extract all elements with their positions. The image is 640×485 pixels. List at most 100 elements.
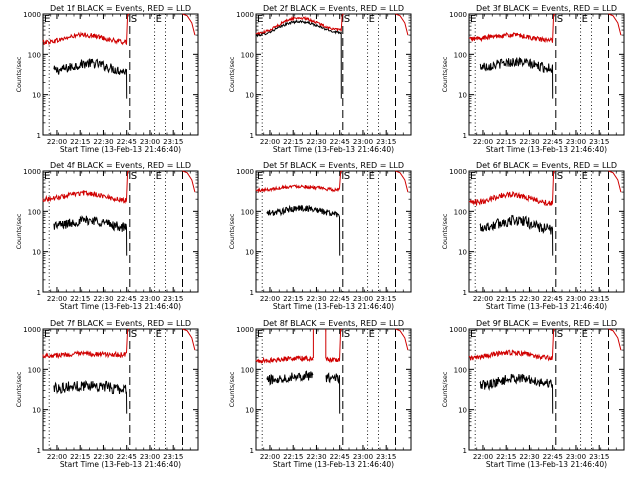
x-tick-label: 22:45 <box>543 453 563 461</box>
x-tick-label: 22:45 <box>117 138 137 146</box>
event-marker-e: E <box>44 14 50 25</box>
x-tick-label: 22:45 <box>117 453 137 461</box>
y-tick-label: 100 <box>454 208 467 216</box>
y-tick-label: 10 <box>458 92 467 100</box>
x-tick-label: 23:15 <box>376 138 396 146</box>
y-tick-label: 1000 <box>236 168 254 176</box>
event-marker-e: E <box>156 329 162 340</box>
x-tick-label: 22:30 <box>93 295 113 303</box>
x-tick-label: 22:00 <box>47 295 67 303</box>
series-line-lld <box>468 328 622 362</box>
event-marker-e: E <box>369 14 375 25</box>
y-axis-label: Counts/sec <box>15 371 23 407</box>
x-tick-label: 23:00 <box>566 453 586 461</box>
x-tick-label: 22:30 <box>306 295 326 303</box>
event-marker-e: E <box>369 171 375 182</box>
event-marker-e: E <box>582 14 588 25</box>
x-tick-label: 23:00 <box>353 453 373 461</box>
x-tick-label: 23:00 <box>566 138 586 146</box>
x-tick-label: 22:15 <box>496 138 516 146</box>
x-tick-label: 22:45 <box>330 295 350 303</box>
x-tick-label: 23:15 <box>589 453 609 461</box>
event-marker-e: E <box>156 14 162 25</box>
y-tick-label: 10 <box>245 407 254 415</box>
event-marker-s: S <box>344 171 350 182</box>
x-axis-label: Start Time (13-Feb-13 21:46:40) <box>60 145 181 154</box>
panel-title: Det 4f BLACK = Events, RED = LLD <box>50 161 191 170</box>
x-tick-label: 23:15 <box>376 453 396 461</box>
x-tick-label: 22:45 <box>117 295 137 303</box>
series-line-lld <box>42 170 196 205</box>
x-tick-label: 22:00 <box>473 453 493 461</box>
y-tick-label: 100 <box>241 208 254 216</box>
series-line-lld <box>468 13 622 43</box>
x-tick-label: 22:30 <box>519 295 539 303</box>
y-axis-label: Counts/sec <box>228 213 236 249</box>
panel-title: Det 9f BLACK = Events, RED = LLD <box>476 319 617 328</box>
x-tick-label: 23:00 <box>353 138 373 146</box>
y-tick-label: 1000 <box>23 11 41 19</box>
x-tick-label: 22:15 <box>496 453 516 461</box>
series-line-events <box>266 370 341 414</box>
panel-title: Det 5f BLACK = Events, RED = LLD <box>263 161 404 170</box>
event-marker-s: S <box>344 329 350 340</box>
x-tick-label: 23:15 <box>163 138 183 146</box>
series-line-lld <box>42 328 196 360</box>
x-axis-label: Start Time (13-Feb-13 21:46:40) <box>486 460 607 469</box>
y-tick-label: 100 <box>241 51 254 59</box>
x-tick-label: 22:30 <box>519 453 539 461</box>
event-marker-s: S <box>557 329 563 340</box>
y-tick-label: 1 <box>37 132 41 140</box>
event-marker-e: E <box>156 171 162 182</box>
y-tick-label: 10 <box>32 249 41 257</box>
y-tick-label: 1 <box>37 447 41 455</box>
panel-det-9f: Det 9f BLACK = Events, RED = LLD 1 10 100 10… <box>441 319 625 469</box>
x-tick-label: 22:00 <box>260 138 280 146</box>
x-tick-label: 23:15 <box>589 295 609 303</box>
y-tick-label: 100 <box>28 208 41 216</box>
x-tick-label: 22:00 <box>473 138 493 146</box>
y-tick-label: 100 <box>241 366 254 374</box>
event-marker-e: E <box>369 329 375 340</box>
y-tick-label: 1000 <box>236 11 254 19</box>
event-marker-s: S <box>344 14 350 25</box>
panel-title: Det 3f BLACK = Events, RED = LLD <box>476 4 617 13</box>
y-axis-label: Counts/sec <box>15 56 23 92</box>
plot-frame <box>42 170 199 293</box>
series-line-events <box>53 215 128 256</box>
series-line-events <box>479 214 554 256</box>
x-tick-label: 22:15 <box>70 138 90 146</box>
event-marker-e: E <box>44 329 50 340</box>
event-marker-e: E <box>257 171 263 182</box>
panel-det-3f: Det 3f BLACK = Events, RED = LLD 1 10 100 10… <box>441 4 625 154</box>
x-tick-label: 22:45 <box>543 138 563 146</box>
x-tick-label: 22:30 <box>519 138 539 146</box>
y-tick-label: 100 <box>454 366 467 374</box>
panel-title: Det 1f BLACK = Events, RED = LLD <box>50 4 191 13</box>
panel-det-2f: Det 2f BLACK = Events, RED = LLD 1 10 100 10… <box>228 4 412 154</box>
series-line-events <box>266 204 341 256</box>
event-marker-s: S <box>557 171 563 182</box>
series-line-events <box>53 380 128 414</box>
plot-frame <box>468 13 625 136</box>
x-tick-label: 22:45 <box>330 453 350 461</box>
x-tick-label: 22:00 <box>47 138 67 146</box>
x-axis-label: Start Time (13-Feb-13 21:46:40) <box>273 302 394 311</box>
series-line-events <box>255 19 342 99</box>
event-marker-e: E <box>257 14 263 25</box>
event-marker-e: E <box>470 329 476 340</box>
y-tick-label: 10 <box>458 249 467 257</box>
panel-title: Det 8f BLACK = Events, RED = LLD <box>263 319 404 328</box>
y-axis-label: Counts/sec <box>441 371 449 407</box>
x-tick-label: 23:15 <box>376 295 396 303</box>
x-axis-label: Start Time (13-Feb-13 21:46:40) <box>273 145 394 154</box>
x-axis-label: Start Time (13-Feb-13 21:46:40) <box>486 302 607 311</box>
y-axis-label: Counts/sec <box>441 213 449 249</box>
plot-frame <box>468 328 625 451</box>
x-axis-label: Start Time (13-Feb-13 21:46:40) <box>486 145 607 154</box>
event-marker-e: E <box>470 14 476 25</box>
series-line-events <box>479 373 554 414</box>
panel-title: Det 7f BLACK = Events, RED = LLD <box>50 319 191 328</box>
event-marker-e: E <box>582 329 588 340</box>
